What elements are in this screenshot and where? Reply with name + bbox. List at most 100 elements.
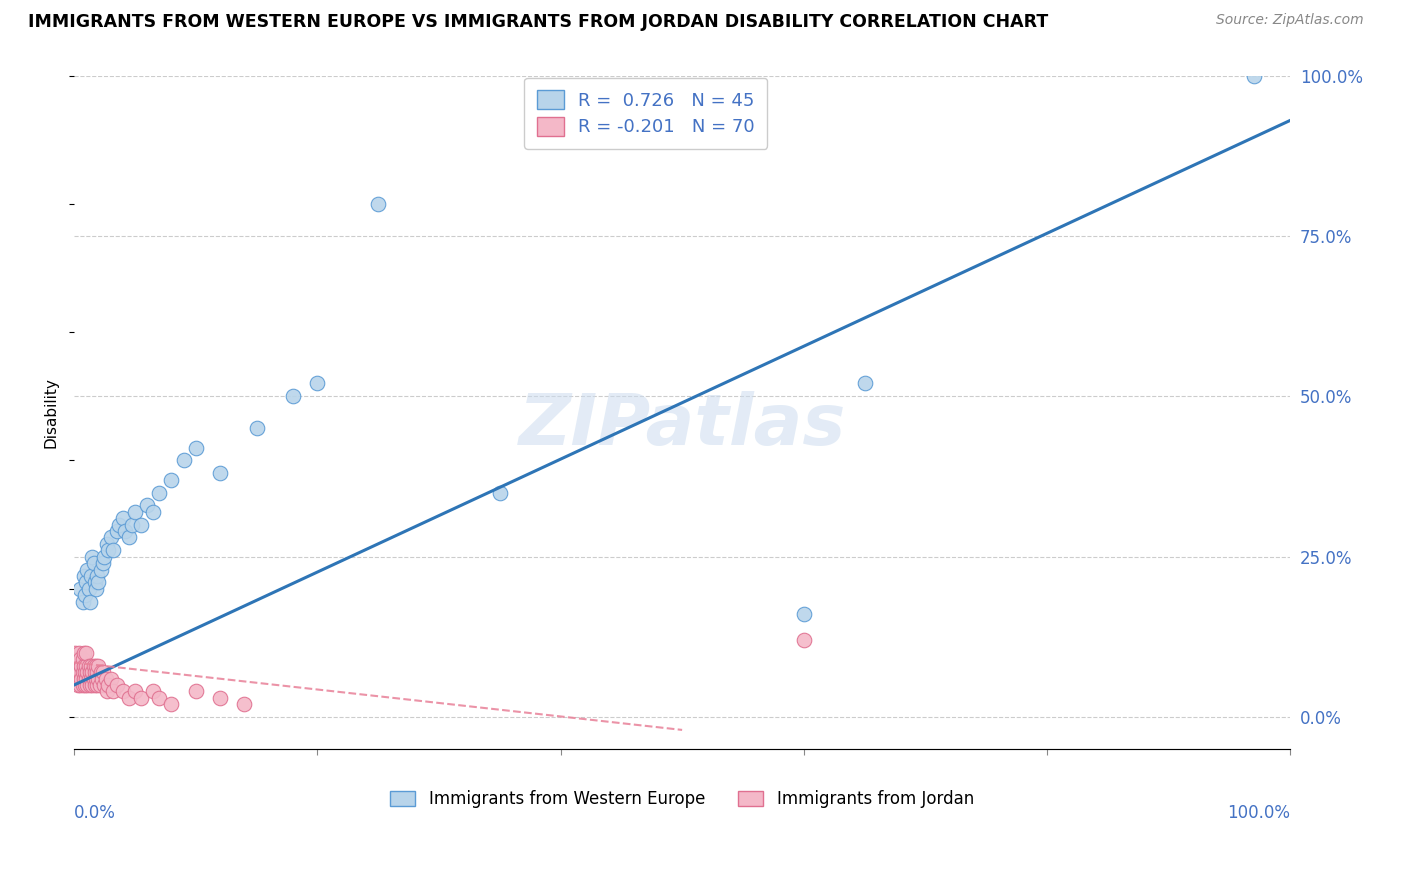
Point	[129, 517, 152, 532]
Point	[73, 569, 96, 583]
Point	[101, 684, 124, 698]
Point	[83, 678, 105, 692]
Point	[72, 665, 94, 680]
Point	[96, 684, 118, 698]
Point	[73, 588, 96, 602]
Point	[97, 543, 120, 558]
Point	[72, 594, 94, 608]
Text: IMMIGRANTS FROM WESTERN EUROPE VS IMMIGRANTS FROM JORDAN DISABILITY CORRELATION : IMMIGRANTS FROM WESTERN EUROPE VS IMMIGR…	[28, 13, 1049, 31]
Point	[73, 672, 96, 686]
Point	[65, 658, 87, 673]
Point	[118, 531, 141, 545]
Point	[83, 556, 105, 570]
Point	[73, 665, 96, 680]
Point	[108, 517, 131, 532]
Point	[89, 678, 111, 692]
Point	[853, 376, 876, 391]
Point	[129, 690, 152, 705]
Point	[90, 665, 112, 680]
Point	[142, 505, 165, 519]
Point	[124, 684, 146, 698]
Point	[66, 678, 89, 692]
Point	[208, 690, 231, 705]
Text: ZIPatlas: ZIPatlas	[519, 392, 846, 460]
Legend: Immigrants from Western Europe, Immigrants from Jordan: Immigrants from Western Europe, Immigran…	[384, 783, 980, 815]
Point	[84, 658, 107, 673]
Point	[72, 678, 94, 692]
Point	[94, 672, 117, 686]
Point	[79, 678, 101, 692]
Point	[184, 441, 207, 455]
Point	[142, 684, 165, 698]
Point	[72, 652, 94, 666]
Point	[86, 665, 108, 680]
Point	[184, 684, 207, 698]
Point	[65, 672, 87, 686]
Point	[121, 517, 143, 532]
Point	[93, 549, 115, 564]
Point	[136, 499, 159, 513]
Point	[66, 652, 89, 666]
Point	[281, 389, 304, 403]
Point	[84, 672, 107, 686]
Point	[67, 658, 90, 673]
Point	[76, 665, 98, 680]
Point	[80, 658, 103, 673]
Point	[91, 672, 114, 686]
Point	[80, 569, 103, 583]
Point	[105, 678, 128, 692]
Point	[75, 658, 97, 673]
Point	[75, 672, 97, 686]
Point	[245, 421, 267, 435]
Point	[69, 582, 91, 596]
Point	[79, 594, 101, 608]
Point	[111, 684, 134, 698]
Point	[82, 549, 104, 564]
Point	[91, 665, 114, 680]
Point	[101, 543, 124, 558]
Point	[793, 633, 815, 648]
Point	[80, 672, 103, 686]
Point	[105, 524, 128, 538]
Point	[82, 665, 104, 680]
Point	[793, 607, 815, 622]
Point	[65, 672, 87, 686]
Point	[75, 646, 97, 660]
Point	[69, 678, 91, 692]
Point	[76, 678, 98, 692]
Point	[87, 658, 110, 673]
Point	[160, 473, 183, 487]
Point	[65, 652, 87, 666]
Point	[76, 562, 98, 576]
Text: Source: ZipAtlas.com: Source: ZipAtlas.com	[1216, 13, 1364, 28]
Point	[208, 467, 231, 481]
Point	[148, 690, 170, 705]
Point	[100, 672, 122, 686]
Point	[160, 698, 183, 712]
Point	[73, 658, 96, 673]
Point	[307, 376, 329, 391]
Point	[87, 672, 110, 686]
Point	[93, 678, 115, 692]
Point	[367, 197, 389, 211]
Point	[96, 537, 118, 551]
Point	[77, 658, 100, 673]
Point	[73, 646, 96, 660]
Point	[111, 511, 134, 525]
Point	[67, 672, 90, 686]
Point	[69, 652, 91, 666]
Point	[1243, 69, 1265, 83]
Point	[77, 672, 100, 686]
Point	[84, 582, 107, 596]
Point	[83, 665, 105, 680]
Point	[90, 562, 112, 576]
Point	[83, 575, 105, 590]
Point	[77, 582, 100, 596]
Point	[86, 678, 108, 692]
Point	[91, 556, 114, 570]
Point	[75, 575, 97, 590]
Point	[66, 665, 89, 680]
Point	[69, 665, 91, 680]
Text: 100.0%: 100.0%	[1227, 805, 1291, 822]
Point	[118, 690, 141, 705]
